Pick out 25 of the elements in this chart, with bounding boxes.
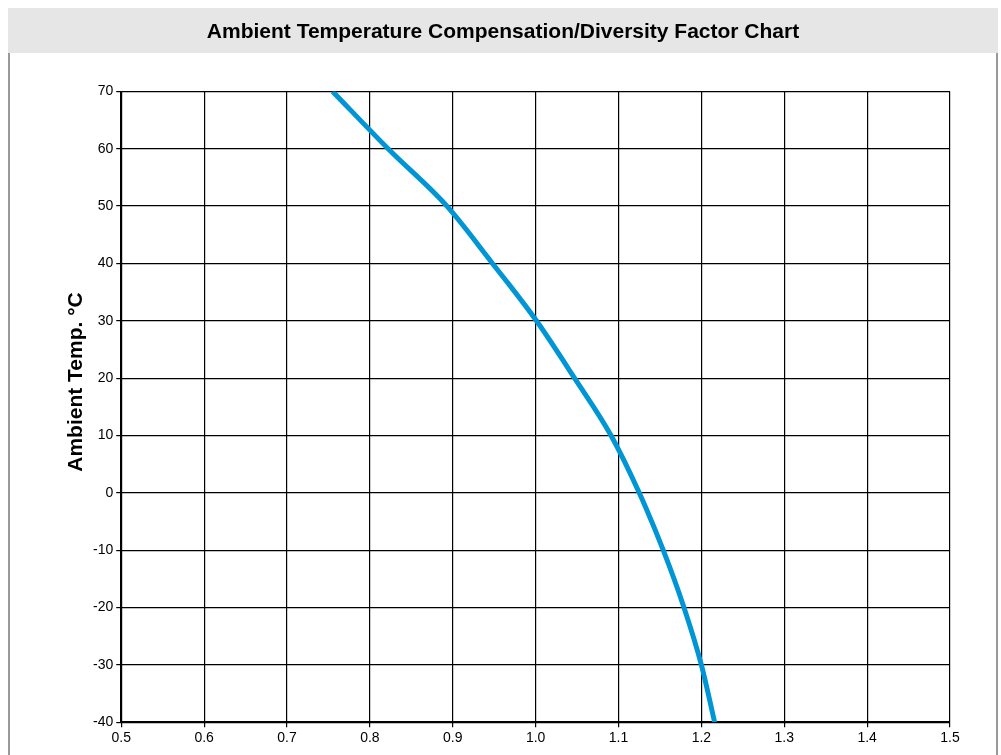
x-tick-label: 0.8 xyxy=(360,729,380,746)
x-tick-label: 1.3 xyxy=(774,729,795,746)
x-tick-label: 1.0 xyxy=(525,729,546,746)
x-tick-label: 0.6 xyxy=(194,729,215,746)
y-tick-label: 20 xyxy=(97,368,114,385)
y-tick-label: 10 xyxy=(97,426,114,443)
y-tick-label: 30 xyxy=(97,311,114,328)
x-tick-label: 0.9 xyxy=(443,729,463,746)
y-tick-label: -40 xyxy=(93,713,114,730)
y-tick-label: -10 xyxy=(93,541,114,558)
y-tick-label: 0 xyxy=(105,483,114,500)
chart-title: Ambient Temperature Compensation/Diversity Factor Chart xyxy=(8,8,998,53)
y-tick-label: -20 xyxy=(93,598,114,615)
x-tick-label: 0.7 xyxy=(277,729,297,746)
x-tick-label: 1.2 xyxy=(691,729,712,746)
y-tick-label: 60 xyxy=(97,139,114,156)
y-tick-label: -30 xyxy=(93,655,114,672)
x-tick-label: 1.5 xyxy=(940,729,960,746)
y-axis-title: Ambient Temp. °C xyxy=(63,291,87,474)
y-tick-label: 50 xyxy=(97,196,114,213)
x-tick-label: 0.5 xyxy=(111,729,132,746)
x-tick-label: 1.4 xyxy=(857,729,878,746)
x-tick-label: 1.1 xyxy=(608,729,629,746)
y-tick-label: 40 xyxy=(97,254,114,271)
y-tick-label: 70 xyxy=(97,82,114,99)
